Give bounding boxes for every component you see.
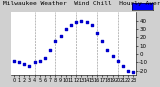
Point — [18, 62, 20, 63]
Point — [54, 41, 57, 42]
Point — [96, 32, 98, 34]
Point — [33, 62, 36, 63]
Point — [122, 66, 124, 67]
Point — [111, 55, 114, 56]
Point — [132, 72, 135, 73]
Point — [44, 57, 46, 59]
Point — [101, 41, 104, 42]
Point — [116, 60, 119, 61]
Point — [85, 21, 88, 23]
Point — [39, 60, 41, 61]
Point — [70, 24, 72, 25]
Point — [12, 60, 15, 61]
Point — [23, 63, 25, 65]
Point — [106, 49, 109, 50]
Text: Milwaukee Weather  Wind Chill  Hourly Average  (24 Hours): Milwaukee Weather Wind Chill Hourly Aver… — [3, 1, 160, 6]
Point — [80, 20, 83, 21]
Point — [64, 28, 67, 30]
Point — [59, 35, 62, 36]
Point — [49, 49, 52, 50]
Point — [91, 24, 93, 25]
Point — [127, 70, 129, 71]
Point — [75, 21, 77, 23]
Point — [28, 65, 31, 66]
